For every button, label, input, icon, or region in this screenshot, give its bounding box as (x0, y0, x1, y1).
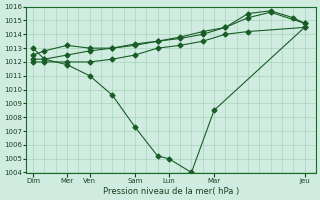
X-axis label: Pression niveau de la mer( hPa ): Pression niveau de la mer( hPa ) (103, 187, 239, 196)
